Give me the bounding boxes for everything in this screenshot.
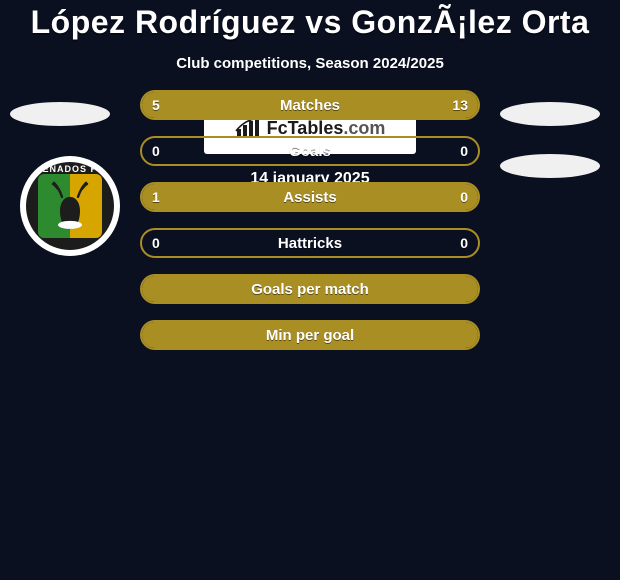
stat-bar: 513Matches — [140, 90, 480, 120]
stat-bar: 10Assists — [140, 182, 480, 212]
stat-label: Hattricks — [142, 230, 478, 256]
page-subtitle: Club competitions, Season 2024/2025 — [0, 55, 620, 72]
stat-bar-list: 513Matches 00Goals 10Assists 00Hattricks Goa… — [140, 90, 480, 366]
stat-bar: 00Hattricks — [140, 228, 480, 258]
club-left-logo-text: VENADOS FC — [26, 164, 114, 174]
page-title: López Rodríguez vs GonzÃ¡lez Orta — [0, 4, 620, 41]
club-left-logo: VENADOS FC — [20, 156, 120, 256]
club-right-logo-placeholder — [500, 154, 600, 178]
stat-bar: Min per goal — [140, 320, 480, 350]
deer-icon — [46, 177, 94, 233]
stat-label: Goals per match — [142, 276, 478, 302]
player-left-avatar-placeholder — [10, 102, 110, 126]
stat-label: Goals — [142, 138, 478, 164]
stat-label: Matches — [142, 92, 478, 118]
stat-label: Assists — [142, 184, 478, 210]
player-right-avatar-placeholder — [500, 102, 600, 126]
stat-bar: Goals per match — [140, 274, 480, 304]
stat-label: Min per goal — [142, 322, 478, 348]
stat-bar: 00Goals — [140, 136, 480, 166]
